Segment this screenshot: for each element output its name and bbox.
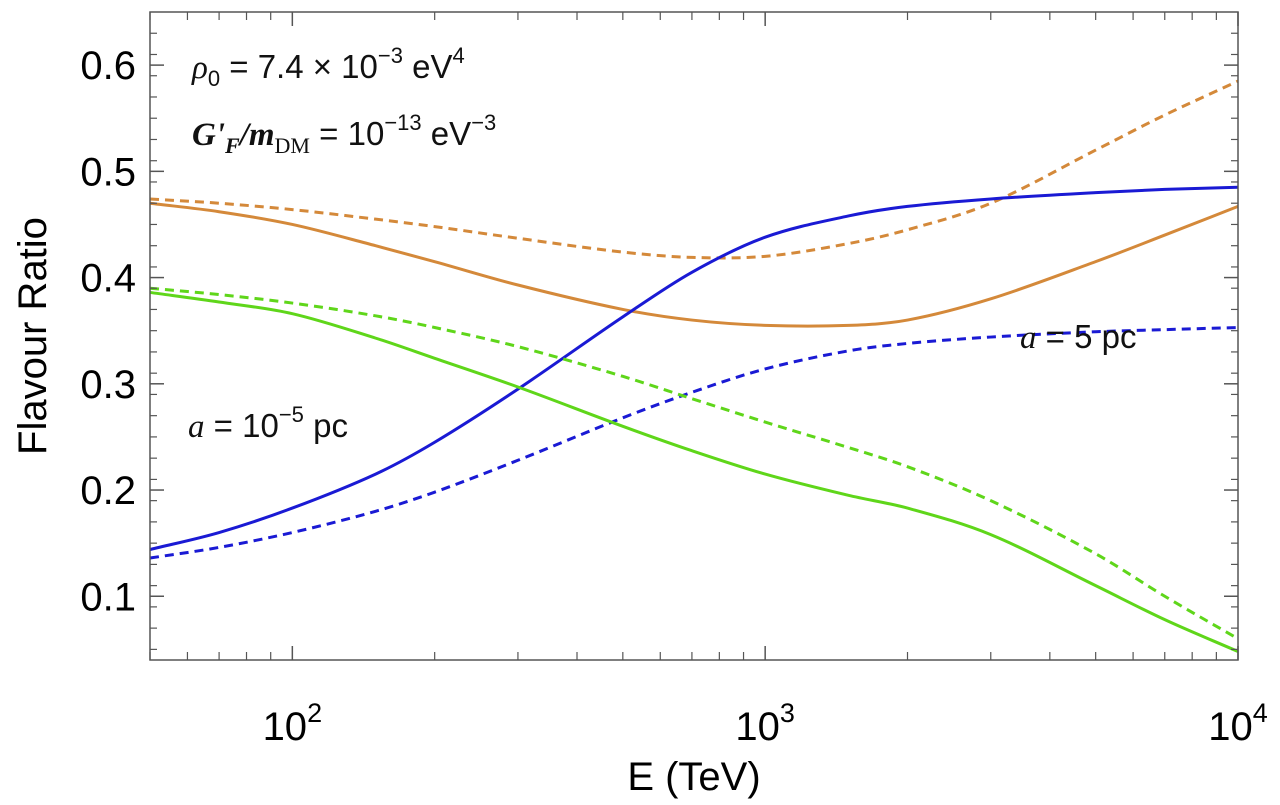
- rho-text: = 7.4 × 10: [220, 48, 378, 85]
- coupling-slash: /: [238, 117, 252, 153]
- series-line-3-solid: [149, 185, 1239, 551]
- x-axis-title: E (TeV): [627, 755, 760, 799]
- a-small-unit: pc: [304, 407, 348, 444]
- x-tick-label-base: 10: [735, 705, 780, 749]
- a-large-text: = 5 pc: [1037, 318, 1137, 355]
- rho-exponent: −3: [378, 43, 403, 68]
- coupling-mass-subscript: DM: [275, 133, 310, 158]
- series-line-5-solid: [149, 290, 1239, 653]
- y-axis-title: Flavour Ratio: [11, 217, 55, 455]
- annotation-coupling: G'F/mDM = 10−13 eV−3: [192, 110, 496, 158]
- x-tick-label-base: 10: [1208, 705, 1253, 749]
- rho-symbol: ρ: [191, 50, 208, 86]
- x-tick-label: 103: [735, 698, 795, 749]
- series-layer: [149, 79, 1239, 653]
- x-tick-label-exponent: 2: [307, 698, 322, 728]
- y-tick-label: 0.5: [80, 150, 136, 194]
- y-tick-label: 0.2: [80, 469, 136, 513]
- a-small-text: = 10: [205, 407, 279, 444]
- x-tick-label: 104: [1208, 698, 1268, 749]
- series-line-2-dashed: [149, 79, 1239, 260]
- y-tick-label: 0.1: [80, 575, 136, 619]
- a-small-exponent: −5: [279, 402, 304, 427]
- coupling-mass: m: [249, 117, 275, 153]
- x-tick-label-exponent: 4: [1253, 698, 1268, 728]
- annotation-a-small: a = 10−5 pc: [188, 402, 348, 445]
- coupling-symbol: G': [192, 117, 225, 153]
- annotation-rho: ρ0 = 7.4 × 10−3 eV4: [191, 43, 465, 91]
- coupling-text: = 10: [310, 115, 384, 152]
- coupling-unit-exponent: −3: [471, 110, 496, 135]
- series-line-1-solid: [149, 201, 1239, 328]
- annotation-a-large: a = 5 pc: [1020, 318, 1136, 356]
- plot-frame: [149, 11, 1239, 661]
- ticks-layer: [149, 12, 1239, 660]
- x-tick-label-exponent: 3: [780, 698, 795, 728]
- rho-unit-exponent: 4: [453, 43, 465, 68]
- y-tick-label: 0.4: [80, 257, 136, 301]
- coupling-subscript: F: [224, 133, 240, 158]
- series-line-6-dashed: [149, 286, 1239, 641]
- x-tick-label-base: 10: [263, 705, 308, 749]
- a-large-symbol: a: [1020, 320, 1037, 356]
- y-tick-label: 0.6: [80, 44, 136, 88]
- coupling-exponent: −13: [384, 110, 421, 135]
- x-tick-label: 102: [263, 698, 323, 749]
- rho-unit: eV: [403, 48, 453, 85]
- coupling-unit: eV: [422, 115, 472, 152]
- rho-subscript: 0: [208, 66, 220, 91]
- y-tick-label: 0.3: [80, 363, 136, 407]
- a-small-symbol: a: [188, 409, 205, 445]
